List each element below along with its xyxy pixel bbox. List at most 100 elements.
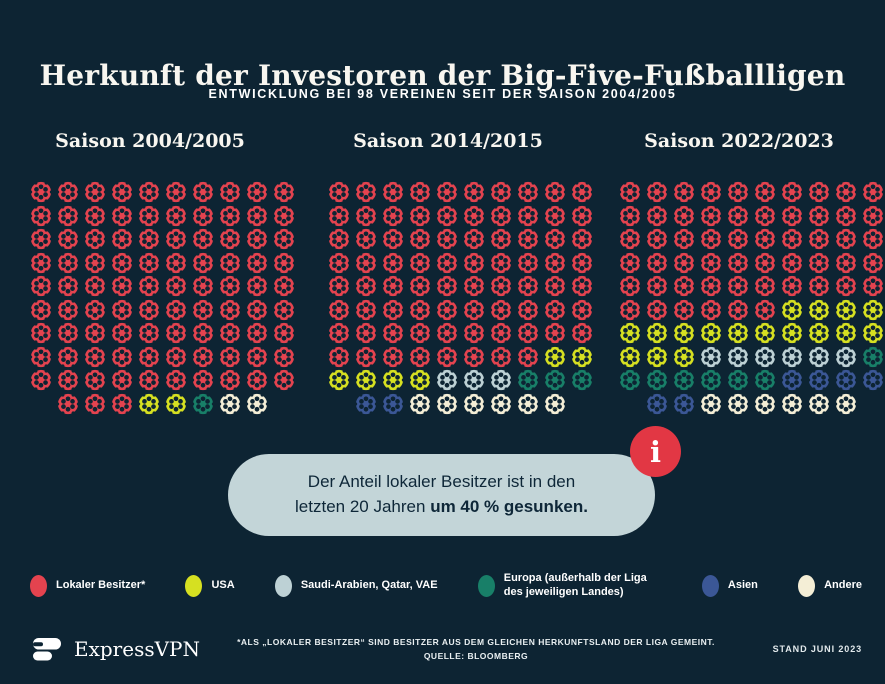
ball-row <box>29 228 295 250</box>
club-ball-icon-lokaler-besitzer <box>489 322 512 344</box>
ball-row <box>327 298 593 321</box>
club-ball-icon-lokaler-besitzer <box>381 251 404 274</box>
club-ball-icon-lokaler-besitzer <box>191 228 214 250</box>
club-ball-icon-lokaler-besitzer <box>164 345 187 368</box>
club-ball-icon-lokaler-besitzer <box>462 204 485 227</box>
club-ball-icon-lokaler-besitzer <box>699 298 722 321</box>
club-ball-icon-andere <box>834 392 857 415</box>
ball-row <box>327 369 593 391</box>
club-ball-icon-lokaler-besitzer <box>354 345 377 368</box>
club-ball-icon-lokaler-besitzer <box>137 181 160 203</box>
club-ball-icon-lokaler-besitzer <box>699 275 722 297</box>
club-ball-icon-usa <box>645 322 668 344</box>
legend-item-andere: Andere <box>798 574 862 597</box>
club-ball-icon-lokaler-besitzer <box>191 181 214 203</box>
info-icon[interactable]: i <box>630 426 681 477</box>
club-ball-icon-lokaler-besitzer <box>56 369 79 391</box>
club-ball-icon-lokaler-besitzer <box>354 322 377 344</box>
club-ball-icon-saudi-arabien-qatar-vae <box>807 345 830 368</box>
club-ball-icon-lokaler-besitzer <box>753 298 776 321</box>
club-ball-icon-europa <box>699 369 722 391</box>
club-ball-icon-asien <box>354 392 377 415</box>
club-ball-icon-lokaler-besitzer <box>327 345 350 368</box>
club-ball-icon-lokaler-besitzer <box>462 298 485 321</box>
club-ball-icon-lokaler-besitzer <box>83 228 106 250</box>
club-ball-icon-lokaler-besitzer <box>354 251 377 274</box>
club-ball-icon-lokaler-besitzer <box>110 228 133 250</box>
club-ball-icon-lokaler-besitzer <box>137 228 160 250</box>
club-ball-icon-lokaler-besitzer <box>645 204 668 227</box>
club-ball-icon-andere <box>489 392 512 415</box>
club-ball-icon-lokaler-besitzer <box>516 204 539 227</box>
club-ball-icon-andere <box>753 392 776 415</box>
club-ball-icon-saudi-arabien-qatar-vae <box>435 369 458 391</box>
club-ball-icon-lokaler-besitzer <box>726 251 749 274</box>
legend-dot-europa-icon <box>477 574 495 597</box>
club-ball-icon-lokaler-besitzer <box>570 228 593 250</box>
club-ball-icon-lokaler-besitzer <box>137 251 160 274</box>
club-ball-icon-usa <box>381 369 404 391</box>
club-ball-icon-lokaler-besitzer <box>516 228 539 250</box>
club-ball-icon-lokaler-besitzer <box>327 322 350 344</box>
club-ball-icon-lokaler-besitzer <box>218 181 241 203</box>
club-ball-icon-lokaler-besitzer <box>191 204 214 227</box>
legend: Lokaler Besitzer* USA Saudi-Arabien, Qat… <box>30 572 862 600</box>
club-ball-icon-lokaler-besitzer <box>780 181 803 203</box>
club-ball-icon-lokaler-besitzer <box>137 322 160 344</box>
club-ball-icon-usa <box>834 298 857 321</box>
legend-item-europa: Europa (außerhalb der Liga des jeweilige… <box>477 572 662 600</box>
club-ball-icon-lokaler-besitzer <box>618 228 641 250</box>
club-ball-icon-lokaler-besitzer <box>83 369 106 391</box>
legend-dot-andere-icon <box>798 574 816 597</box>
ball-row <box>618 251 884 274</box>
club-ball-icon-andere <box>543 392 566 415</box>
legend-dot-lokaler-besitzer-icon <box>30 574 47 597</box>
club-ball-icon-lokaler-besitzer <box>327 228 350 250</box>
club-ball-icon-lokaler-besitzer <box>272 251 295 274</box>
club-ball-icon-lokaler-besitzer <box>807 181 830 203</box>
legend-label-andere: Andere <box>824 578 862 591</box>
ball-row <box>327 204 593 227</box>
ball-row <box>29 322 295 344</box>
club-ball-icon-lokaler-besitzer <box>543 275 566 297</box>
club-ball-icon-lokaler-besitzer <box>462 275 485 297</box>
club-ball-icon-lokaler-besitzer <box>516 298 539 321</box>
club-ball-icon-lokaler-besitzer <box>29 275 52 297</box>
club-ball-icon-lokaler-besitzer <box>164 369 187 391</box>
club-ball-icon-lokaler-besitzer <box>672 181 695 203</box>
club-ball-icon-lokaler-besitzer <box>672 275 695 297</box>
club-ball-icon-andere <box>699 392 722 415</box>
club-ball-icon-lokaler-besitzer <box>408 345 431 368</box>
ball-row <box>618 298 884 321</box>
club-ball-icon-europa <box>726 369 749 391</box>
club-ball-icon-usa <box>543 345 566 368</box>
club-ball-icon-lokaler-besitzer <box>29 369 52 391</box>
club-ball-icon-usa <box>780 322 803 344</box>
ball-row <box>618 204 884 227</box>
club-ball-icon-lokaler-besitzer <box>381 345 404 368</box>
footnote: *ALS „LOKALER BESITZER“ SIND BESITZER AU… <box>220 635 732 664</box>
club-ball-icon-lokaler-besitzer <box>408 251 431 274</box>
club-ball-icon-lokaler-besitzer <box>381 298 404 321</box>
club-ball-icon-lokaler-besitzer <box>489 204 512 227</box>
club-ball-icon-europa <box>516 369 539 391</box>
club-ball-icon-usa <box>672 345 695 368</box>
club-ball-icon-lokaler-besitzer <box>699 228 722 250</box>
club-ball-icon-lokaler-besitzer <box>110 369 133 391</box>
club-ball-icon-lokaler-besitzer <box>272 228 295 250</box>
club-ball-icon-lokaler-besitzer <box>645 181 668 203</box>
club-ball-icon-usa <box>618 345 641 368</box>
club-ball-icon-andere <box>726 392 749 415</box>
club-ball-icon-usa <box>807 298 830 321</box>
club-ball-icon-lokaler-besitzer <box>462 322 485 344</box>
club-ball-icon-lokaler-besitzer <box>489 275 512 297</box>
club-ball-icon-lokaler-besitzer <box>516 345 539 368</box>
club-ball-icon-lokaler-besitzer <box>861 275 884 297</box>
date-stamp: STAND JUNI 2023 <box>772 644 862 654</box>
club-ball-icon-asien <box>861 369 884 391</box>
club-ball-icon-lokaler-besitzer <box>408 298 431 321</box>
club-ball-icon-lokaler-besitzer <box>435 204 458 227</box>
club-ball-icon-lokaler-besitzer <box>83 204 106 227</box>
club-ball-icon-lokaler-besitzer <box>191 322 214 344</box>
callout-line-2-bold: um 40 % gesunken. <box>430 497 588 516</box>
